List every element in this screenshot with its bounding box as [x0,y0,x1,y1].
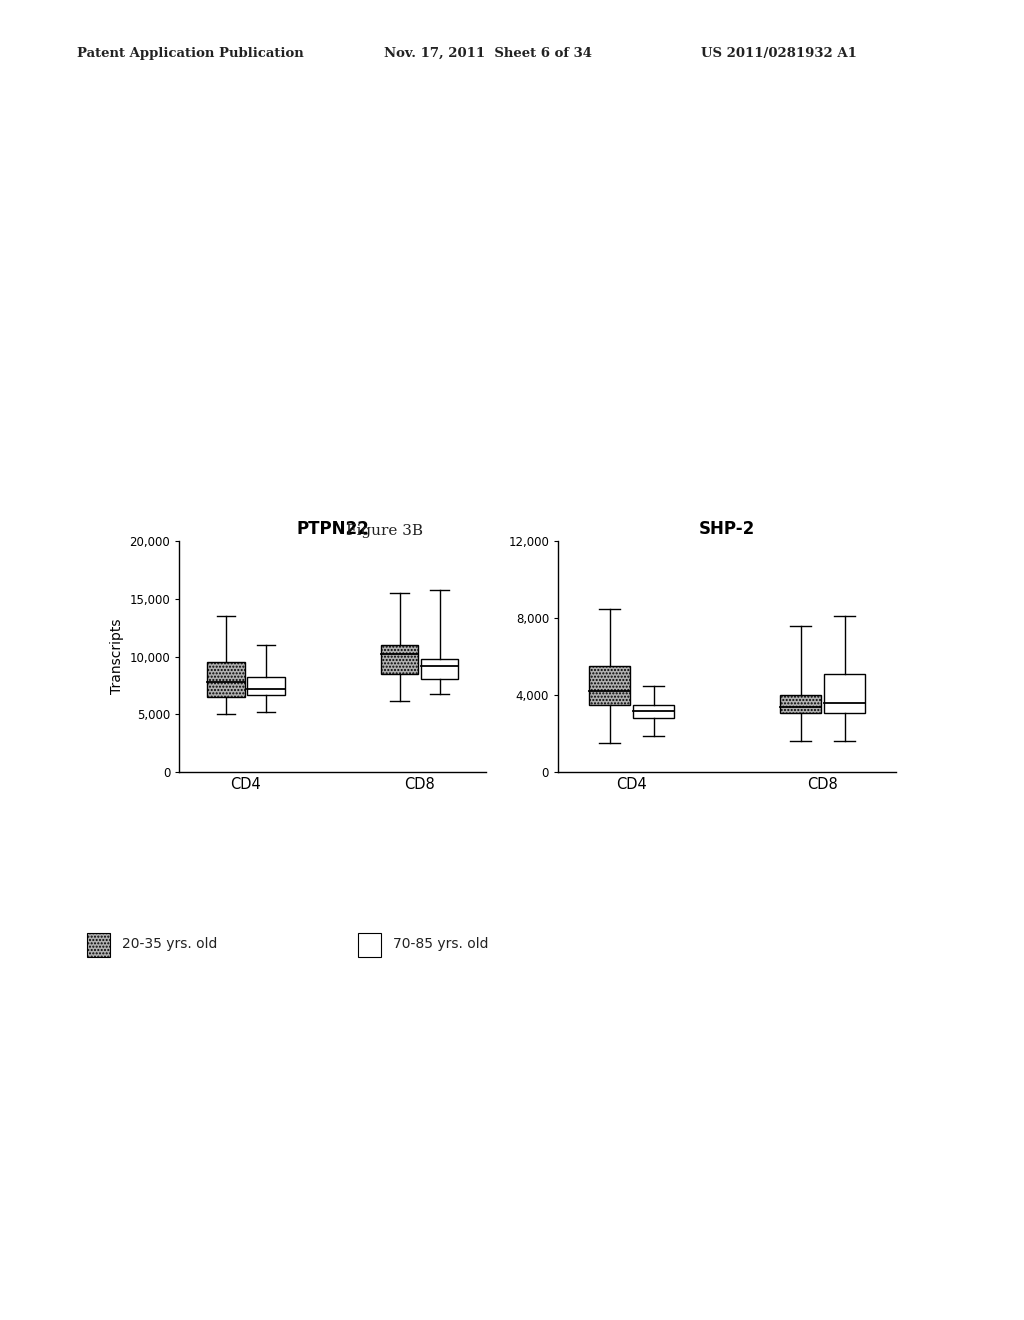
Text: Patent Application Publication: Patent Application Publication [77,46,303,59]
Bar [824,675,865,713]
Bar [207,663,245,697]
Text: Figure 3B: Figure 3B [345,524,423,537]
Bar [248,677,285,694]
Bar [780,696,821,713]
Text: 70-85 yrs. old: 70-85 yrs. old [393,937,488,950]
Text: 20-35 yrs. old: 20-35 yrs. old [122,937,217,950]
Bar [589,667,630,705]
Bar [381,645,418,675]
Title: SHP-2: SHP-2 [699,520,755,539]
Text: US 2011/0281932 A1: US 2011/0281932 A1 [701,46,857,59]
Title: PTPN22: PTPN22 [296,520,370,539]
Y-axis label: Transcripts: Transcripts [110,619,124,694]
Bar [633,705,674,718]
Text: Nov. 17, 2011  Sheet 6 of 34: Nov. 17, 2011 Sheet 6 of 34 [384,46,592,59]
Bar [421,659,459,678]
